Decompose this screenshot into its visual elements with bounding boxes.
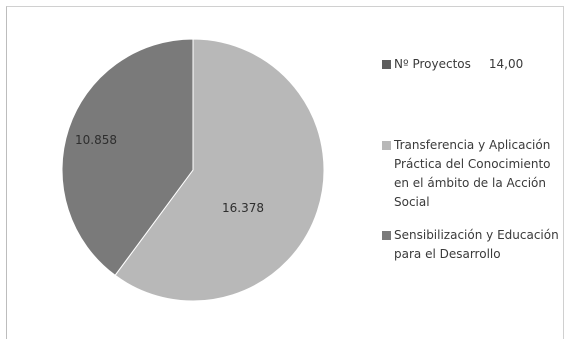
chart-legend: Nº Proyectos 14,00 Transferencia y Aplica… [382, 55, 567, 264]
legend-swatch-series [382, 60, 391, 69]
pie-slice-0 [114, 38, 325, 302]
legend-series-header: Nº Proyectos 14,00 [382, 55, 567, 74]
legend-swatch-sensibilizacion [382, 231, 391, 240]
pie-slice-1 [61, 38, 194, 277]
legend-item-transferencia: Transferencia y Aplicación Práctica del … [382, 136, 567, 212]
legend-item-sensibilizacion: Sensibilización y Educación para el Desa… [382, 226, 567, 264]
legend-series-label: Nº Proyectos [394, 57, 471, 71]
legend-series-value: 14,00 [488, 57, 524, 71]
legend-label-transferencia: Transferencia y Aplicación Práctica del … [394, 138, 551, 209]
legend-swatch-transferencia [382, 141, 391, 150]
pie-data-labels: 16.378 10.858 [75, 133, 264, 215]
pie-slices [61, 38, 325, 302]
pie-data-label-1: 10.858 [75, 133, 117, 147]
legend-label-sensibilizacion: Sensibilización y Educación para el Desa… [394, 228, 559, 261]
pie-data-label-0: 16.378 [222, 201, 264, 215]
